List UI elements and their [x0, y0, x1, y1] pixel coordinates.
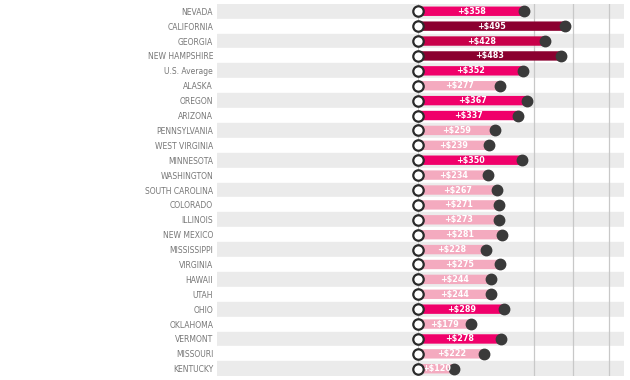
FancyBboxPatch shape — [416, 245, 488, 254]
FancyBboxPatch shape — [416, 155, 524, 165]
FancyBboxPatch shape — [416, 260, 501, 269]
Bar — [217, 108, 624, 123]
Bar — [217, 4, 624, 19]
Text: +$273: +$273 — [444, 215, 473, 224]
FancyBboxPatch shape — [416, 364, 456, 374]
Bar — [217, 361, 624, 376]
Bar — [217, 182, 624, 198]
Text: +$350: +$350 — [456, 156, 484, 165]
Text: +$281: +$281 — [445, 230, 474, 239]
FancyBboxPatch shape — [416, 81, 502, 90]
Bar — [217, 347, 624, 361]
Bar — [217, 19, 624, 33]
Text: +$278: +$278 — [445, 334, 474, 344]
FancyBboxPatch shape — [416, 290, 493, 299]
Text: +$271: +$271 — [444, 200, 473, 209]
Text: +$239: +$239 — [439, 141, 468, 150]
FancyBboxPatch shape — [416, 141, 491, 150]
Bar — [217, 227, 624, 242]
Bar — [217, 78, 624, 93]
Text: +$358: +$358 — [457, 7, 486, 16]
FancyBboxPatch shape — [416, 319, 473, 329]
FancyBboxPatch shape — [416, 51, 563, 61]
Bar — [217, 49, 624, 63]
Bar — [217, 33, 624, 49]
Text: +$275: +$275 — [445, 260, 474, 269]
FancyBboxPatch shape — [416, 185, 500, 195]
Text: +$367: +$367 — [459, 96, 487, 105]
Text: +$234: +$234 — [438, 171, 467, 180]
Text: +$228: +$228 — [438, 245, 467, 254]
FancyBboxPatch shape — [416, 21, 567, 31]
Text: +$244: +$244 — [440, 290, 469, 299]
Text: +$179: +$179 — [430, 320, 459, 329]
FancyBboxPatch shape — [416, 66, 525, 76]
Text: +$483: +$483 — [476, 51, 504, 60]
FancyBboxPatch shape — [416, 304, 506, 314]
FancyBboxPatch shape — [416, 111, 520, 120]
Bar — [217, 138, 624, 153]
Bar — [217, 331, 624, 347]
FancyBboxPatch shape — [416, 230, 503, 239]
Text: +$267: +$267 — [444, 185, 472, 195]
FancyBboxPatch shape — [416, 200, 501, 210]
Bar — [217, 153, 624, 168]
FancyBboxPatch shape — [416, 349, 486, 359]
Bar — [217, 93, 624, 108]
FancyBboxPatch shape — [416, 215, 501, 225]
FancyBboxPatch shape — [416, 96, 529, 105]
FancyBboxPatch shape — [416, 170, 490, 180]
Text: +$428: +$428 — [467, 36, 496, 46]
Text: +$495: +$495 — [478, 22, 506, 31]
Bar — [217, 123, 624, 138]
FancyBboxPatch shape — [416, 334, 503, 344]
Bar — [217, 317, 624, 331]
Text: +$244: +$244 — [440, 275, 469, 284]
Bar — [217, 302, 624, 317]
Text: +$289: +$289 — [447, 305, 476, 313]
Text: +$337: +$337 — [454, 111, 483, 120]
FancyBboxPatch shape — [416, 275, 493, 284]
FancyBboxPatch shape — [416, 6, 526, 16]
FancyBboxPatch shape — [416, 36, 547, 46]
Text: +$120: +$120 — [422, 364, 450, 373]
Text: +$259: +$259 — [442, 126, 471, 135]
Bar — [217, 272, 624, 287]
Text: +$277: +$277 — [445, 81, 474, 90]
Bar — [217, 287, 624, 302]
FancyBboxPatch shape — [416, 126, 497, 135]
Bar — [217, 198, 624, 212]
Bar — [217, 242, 624, 257]
Text: +$222: +$222 — [437, 349, 466, 358]
Bar — [217, 63, 624, 78]
Bar — [217, 257, 624, 272]
Text: +$352: +$352 — [456, 66, 485, 75]
Bar — [217, 212, 624, 227]
Bar — [217, 168, 624, 182]
